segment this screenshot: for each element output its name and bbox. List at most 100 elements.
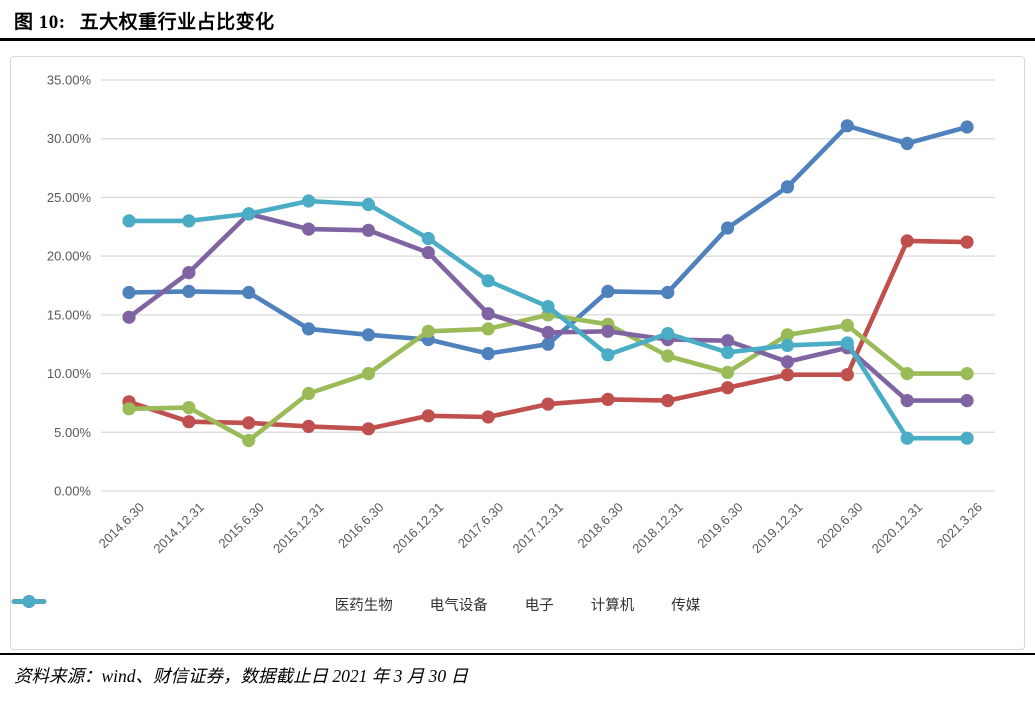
data-point-marker xyxy=(481,307,495,321)
data-point-marker xyxy=(780,355,795,369)
legend-item-0: 医药生物 xyxy=(11,594,393,615)
legend-label: 电子 xyxy=(524,598,554,614)
data-point-marker xyxy=(182,415,196,429)
data-point-marker xyxy=(122,402,136,416)
data-point-marker xyxy=(242,285,256,300)
legend-label: 计算机 xyxy=(590,598,635,614)
gridlines xyxy=(101,79,995,492)
data-point-marker xyxy=(960,394,974,408)
x-tick-label: 2014.12.31 xyxy=(150,500,207,557)
series-2 xyxy=(122,308,974,448)
x-axis-labels: 2014.6.30 2014.12.31 2015.6.30 2015.12.31 20… xyxy=(96,500,986,557)
data-point-marker xyxy=(301,194,316,208)
data-point-marker xyxy=(361,197,376,212)
x-tick-label: 2019.12.31 xyxy=(749,500,806,557)
x-tick-label: 2016.12.31 xyxy=(390,500,447,557)
data-point-marker xyxy=(900,367,914,381)
figure-title-text: 五大权重行业占比变化 xyxy=(79,12,275,33)
data-point-marker xyxy=(601,324,615,338)
data-point-marker xyxy=(601,284,615,298)
data-point-marker xyxy=(960,367,974,381)
data-point-marker xyxy=(242,207,256,221)
y-tick-label: 10.00% xyxy=(47,366,92,381)
data-point-marker xyxy=(900,234,914,248)
data-point-marker xyxy=(361,367,376,381)
data-point-marker xyxy=(721,381,735,395)
title-divider xyxy=(0,38,1035,41)
x-tick-label: 2018.12.31 xyxy=(629,500,686,557)
data-point-marker xyxy=(721,221,735,235)
data-point-marker xyxy=(541,300,555,314)
y-tick-label: 30.00% xyxy=(47,131,92,146)
x-tick-label: 2015.6.30 xyxy=(215,500,267,552)
data-point-marker xyxy=(301,419,316,433)
x-tick-label: 2020.6.30 xyxy=(814,500,866,552)
x-tick-label: 2014.6.30 xyxy=(96,500,148,552)
data-point-marker xyxy=(541,397,555,411)
data-point-marker xyxy=(601,392,615,406)
data-point-marker xyxy=(182,214,196,228)
x-tick-label: 2019.6.30 xyxy=(694,500,746,552)
data-point-marker xyxy=(900,431,914,445)
legend-item-2: 电子 xyxy=(11,594,554,615)
data-point-marker xyxy=(960,431,974,445)
data-point-marker xyxy=(541,325,555,340)
data-point-marker xyxy=(780,368,795,382)
data-point-marker xyxy=(122,214,136,228)
legend-item-3: 计算机 xyxy=(11,594,635,615)
data-point-marker xyxy=(122,310,136,324)
data-point-marker xyxy=(960,120,974,134)
data-point-marker xyxy=(780,338,795,352)
chart-container: 0.00% 5.00% 10.00% 15.00% 20.00% 25.00% 30.00%… xyxy=(10,56,1025,650)
data-point-marker xyxy=(182,266,196,280)
data-point-marker xyxy=(361,223,376,237)
source-note: 资料来源：wind、财信证券，数据截止日 2021 年 3 月 30 日 xyxy=(14,666,469,686)
data-point-marker xyxy=(122,285,136,300)
legend-line-marker-icon xyxy=(11,595,47,608)
y-axis-labels: 0.00% 5.00% 10.00% 15.00% 20.00% 25.00% 30.00%… xyxy=(47,73,92,499)
data-point-marker xyxy=(242,416,256,430)
y-tick-label: 15.00% xyxy=(47,307,92,322)
x-tick-label: 2015.12.31 xyxy=(270,500,327,557)
line-chart: 0.00% 5.00% 10.00% 15.00% 20.00% 25.00% 30.00%… xyxy=(47,73,995,557)
y-tick-label: 5.00% xyxy=(54,425,91,440)
x-tick-label: 2016.6.30 xyxy=(335,500,387,552)
series-4 xyxy=(122,194,974,445)
data-point-marker xyxy=(541,337,555,351)
data-point-marker xyxy=(361,328,376,342)
data-point-marker xyxy=(182,284,196,298)
data-point-marker xyxy=(900,394,914,408)
data-point-marker xyxy=(840,119,854,133)
data-point-marker xyxy=(840,336,854,350)
data-point-marker xyxy=(361,422,376,436)
data-point-marker xyxy=(421,324,435,338)
data-point-marker xyxy=(721,345,735,359)
data-point-marker xyxy=(421,409,435,423)
data-point-marker xyxy=(421,246,435,260)
data-point-marker xyxy=(900,136,914,150)
data-point-marker xyxy=(481,410,495,424)
legend-label: 电气设备 xyxy=(429,598,488,614)
data-point-marker xyxy=(242,433,256,448)
data-point-marker xyxy=(661,285,675,300)
data-point-marker xyxy=(840,368,854,382)
data-point-marker xyxy=(301,222,316,236)
data-point-marker xyxy=(780,328,795,342)
data-point-marker xyxy=(421,231,435,246)
data-point-marker xyxy=(721,365,735,379)
data-point-marker xyxy=(182,401,196,415)
data-point-marker xyxy=(840,318,854,332)
x-tick-label: 2021.3.26 xyxy=(934,500,986,552)
data-point-marker xyxy=(301,322,316,336)
series-0 xyxy=(122,119,974,361)
figure-title: 图 10: 五大权重行业占比变化 xyxy=(14,7,275,34)
legend-label: 传媒 xyxy=(671,598,701,614)
data-point-marker xyxy=(481,347,495,361)
legend-item-4: 传媒 xyxy=(11,594,701,615)
legend-label: 医药生物 xyxy=(334,598,393,614)
x-tick-label: 2017.12.31 xyxy=(510,500,567,557)
x-tick-label: 2018.6.30 xyxy=(574,500,626,552)
data-point-marker xyxy=(661,394,675,408)
data-point-marker xyxy=(481,274,495,288)
